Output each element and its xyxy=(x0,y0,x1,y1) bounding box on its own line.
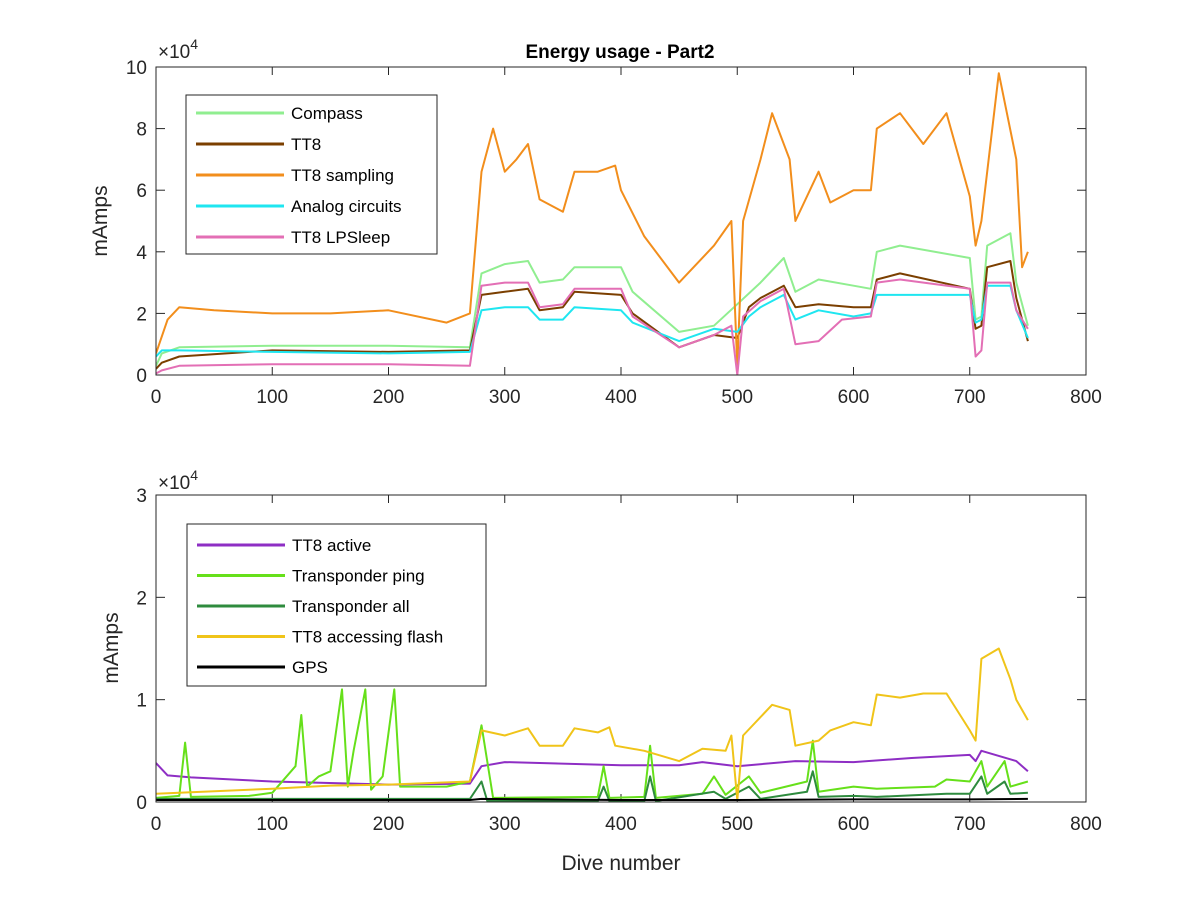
plot-frame xyxy=(155,494,1087,803)
x-tick-label: 700 xyxy=(954,814,986,835)
y-tick-label: 8 xyxy=(136,120,147,141)
x-tick-label: 300 xyxy=(489,814,521,835)
legend-label: TT8 accessing flash xyxy=(292,628,443,647)
y-tick-label: 2 xyxy=(136,588,147,609)
series-line-gps xyxy=(156,797,1028,801)
series-line-transponder-ping xyxy=(156,688,1029,799)
y-tick-label: 1 xyxy=(136,691,147,712)
y-tick-label: 2 xyxy=(136,304,147,325)
top-chart: Energy usage - Part2 ×104 0 100 200 300 400 5… xyxy=(89,36,1102,408)
y-tick-label: 10 xyxy=(126,58,147,79)
x-tick-label: 500 xyxy=(721,814,753,835)
y-tick-label: 6 xyxy=(136,181,147,202)
y-tick-label: 0 xyxy=(136,793,147,814)
x-tick-label: 0 xyxy=(151,387,162,408)
legend-label: Transponder all xyxy=(292,597,410,616)
bottom-chart: ×104 0 100 200 300 400 500 600 700 800 0 1 2 3 mAmp… xyxy=(100,467,1102,875)
legend-label: Compass xyxy=(291,104,363,123)
x-tick-label: 800 xyxy=(1070,814,1102,835)
x-tick-label: 400 xyxy=(605,814,637,835)
x-tick-label: 400 xyxy=(605,387,637,408)
y-axis-label: mAmps xyxy=(89,185,112,256)
y-axis-label: mAmps xyxy=(100,612,123,683)
legend-label: TT8 sampling xyxy=(291,166,394,185)
legend-label: Analog circuits xyxy=(291,197,402,216)
y-tick-label: 3 xyxy=(136,486,147,507)
x-tick-label: 100 xyxy=(256,814,288,835)
x-tick-label: 500 xyxy=(721,387,753,408)
series-layer xyxy=(156,647,1029,802)
x-tick-label: 100 xyxy=(256,387,288,408)
x-tick-labels: 0 100 200 300 400 500 600 700 800 xyxy=(151,387,1102,408)
series-line-compass xyxy=(156,232,1029,367)
x-tick-label: 600 xyxy=(838,814,870,835)
legend-label: TT8 LPSleep xyxy=(291,228,390,247)
series-line-tt8-lpsleep xyxy=(156,278,1029,375)
legend-label: Transponder ping xyxy=(292,567,425,586)
series-line-tt8-accessing-flash xyxy=(156,647,1029,801)
y-tick-labels: 0 2 4 6 8 10 xyxy=(126,58,148,387)
y-tick-labels: 0 1 2 3 xyxy=(136,486,147,814)
x-tick-label: 800 xyxy=(1070,387,1102,408)
legend-entries: Compass TT8 TT8 sampling Analog circuits TT8… xyxy=(196,104,402,247)
legend: TT8 active Transponder ping Transponder al… xyxy=(186,523,487,687)
x-tick-labels: 0 100 200 300 400 500 600 700 800 xyxy=(151,814,1102,835)
y-exponent-label: ×104 xyxy=(158,467,198,494)
x-tick-label: 600 xyxy=(838,387,870,408)
legend-label: GPS xyxy=(292,658,328,677)
chart-title: Energy usage - Part2 xyxy=(525,42,714,63)
legend: Compass TT8 TT8 sampling Analog circuits TT8… xyxy=(185,94,438,255)
series-layer xyxy=(156,72,1029,375)
x-tick-label: 0 xyxy=(151,814,162,835)
legend-label: TT8 xyxy=(291,135,321,154)
series-line-tt8-active xyxy=(156,749,1029,786)
x-tick-label: 200 xyxy=(373,387,405,408)
plot-frame xyxy=(155,66,1087,376)
x-tick-label: 200 xyxy=(373,814,405,835)
y-tick-label: 4 xyxy=(136,243,147,264)
legend-entries: TT8 active Transponder ping Transponder al… xyxy=(197,536,443,677)
x-tick-label: 700 xyxy=(954,387,986,408)
x-tick-label: 300 xyxy=(489,387,521,408)
y-exponent-label: ×104 xyxy=(158,36,198,63)
series-line-tt8-sampling xyxy=(156,72,1029,367)
legend-label: TT8 active xyxy=(292,536,371,555)
x-axis-label: Dive number xyxy=(561,852,680,875)
y-tick-label: 0 xyxy=(136,366,147,387)
